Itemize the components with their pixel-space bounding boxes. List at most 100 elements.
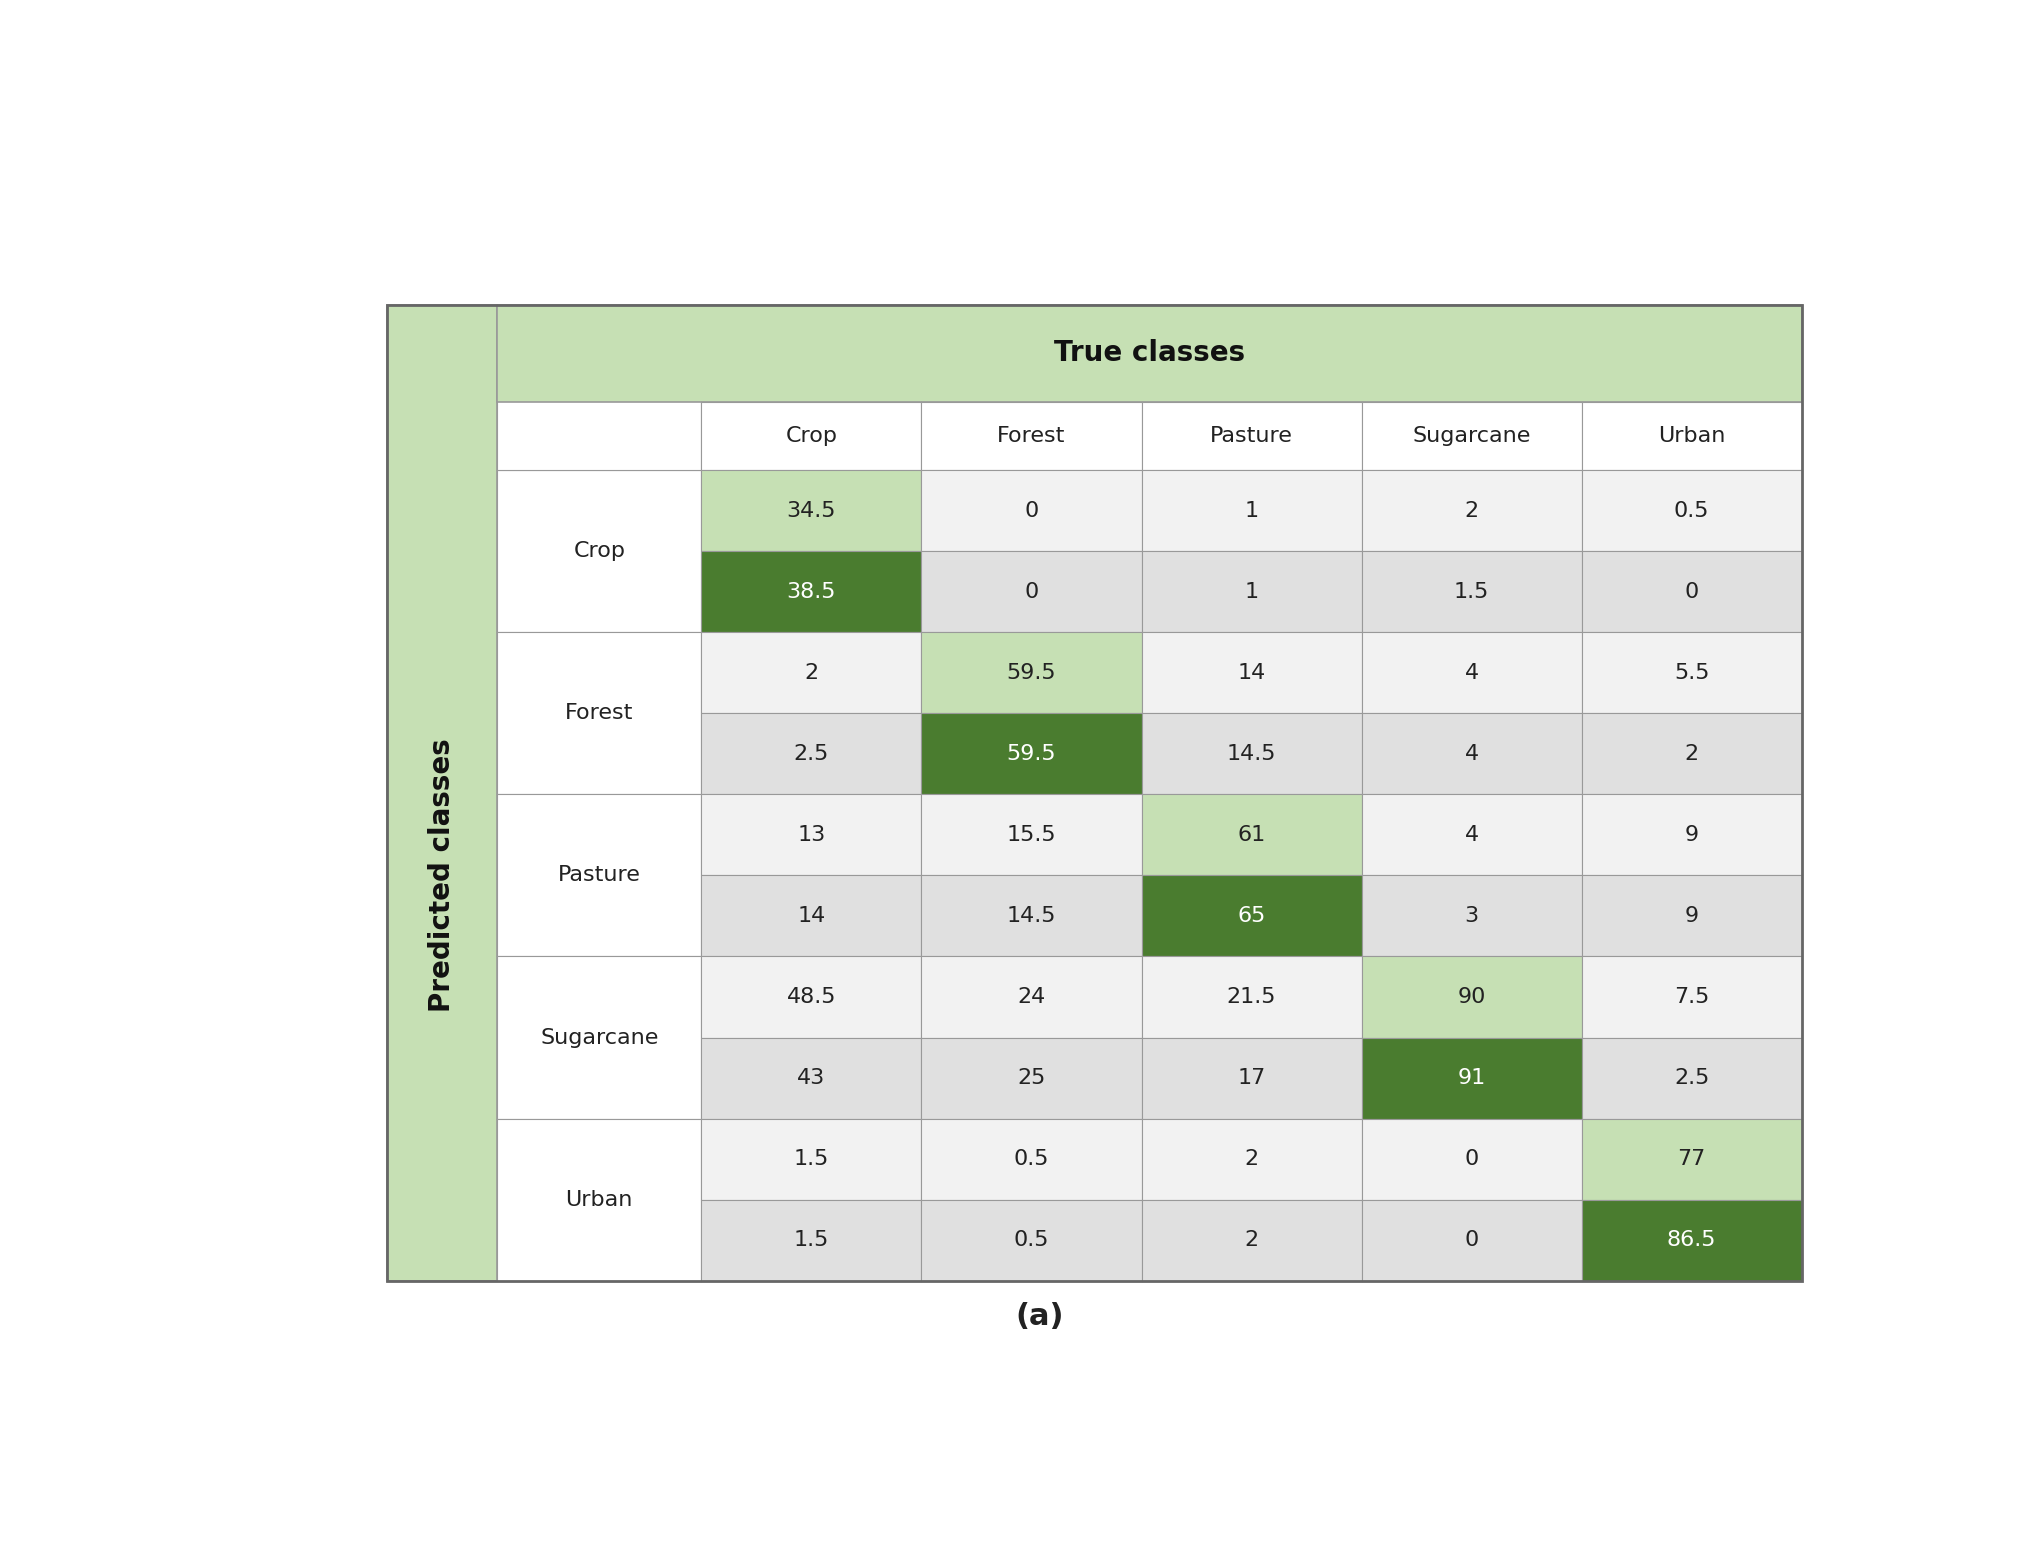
Bar <box>497 795 702 957</box>
Bar <box>1142 550 1361 632</box>
Text: Urban: Urban <box>566 1189 633 1209</box>
Bar <box>921 795 1142 875</box>
Text: 0.5: 0.5 <box>1014 1231 1048 1251</box>
Text: 9: 9 <box>1685 906 1699 926</box>
Bar <box>921 632 1142 713</box>
Text: 1: 1 <box>1245 581 1259 601</box>
Text: 43: 43 <box>797 1068 825 1088</box>
Text: Sugarcane: Sugarcane <box>539 1028 659 1048</box>
Bar <box>1142 795 1361 875</box>
Text: Pasture: Pasture <box>558 866 641 886</box>
Text: 2: 2 <box>1464 501 1478 521</box>
Bar <box>1361 795 1582 875</box>
Text: 90: 90 <box>1458 986 1487 1006</box>
Bar <box>1361 1119 1582 1200</box>
Bar <box>1582 402 1801 470</box>
Text: 65: 65 <box>1237 906 1265 926</box>
Text: 77: 77 <box>1677 1149 1706 1169</box>
Text: 2: 2 <box>1245 1149 1259 1169</box>
Text: 59.5: 59.5 <box>1006 744 1057 764</box>
Bar <box>1361 1200 1582 1280</box>
Text: 3: 3 <box>1464 906 1478 926</box>
Text: Crop: Crop <box>785 427 838 447</box>
Text: 34.5: 34.5 <box>787 501 836 521</box>
Text: 4: 4 <box>1464 744 1478 764</box>
Text: 0: 0 <box>1464 1231 1478 1251</box>
Text: 14: 14 <box>797 906 825 926</box>
Text: Forest: Forest <box>998 427 1065 447</box>
Bar <box>1361 875 1582 957</box>
Bar <box>1361 632 1582 713</box>
Bar <box>702 957 921 1037</box>
Bar <box>702 1119 921 1200</box>
Bar <box>702 875 921 957</box>
Text: 0: 0 <box>1685 581 1699 601</box>
Bar <box>921 550 1142 632</box>
Bar <box>497 305 702 470</box>
Text: 17: 17 <box>1237 1068 1265 1088</box>
Text: 4: 4 <box>1464 826 1478 844</box>
Bar <box>1142 713 1361 795</box>
Bar <box>702 1037 921 1119</box>
Text: 1.5: 1.5 <box>793 1149 829 1169</box>
Text: 14.5: 14.5 <box>1006 906 1057 926</box>
Bar <box>921 1200 1142 1280</box>
Bar <box>921 470 1142 550</box>
Bar <box>921 1037 1142 1119</box>
Bar <box>497 1119 702 1280</box>
Bar <box>1582 1037 1801 1119</box>
Text: 21.5: 21.5 <box>1227 986 1276 1006</box>
Text: 2.5: 2.5 <box>793 744 829 764</box>
Bar <box>1142 875 1361 957</box>
Bar <box>1582 470 1801 550</box>
Text: 2: 2 <box>1685 744 1699 764</box>
Text: 14.5: 14.5 <box>1227 744 1276 764</box>
Bar <box>387 305 497 1280</box>
Text: 0: 0 <box>1464 1149 1478 1169</box>
Bar <box>1582 875 1801 957</box>
Bar <box>702 632 921 713</box>
Bar <box>1582 1119 1801 1200</box>
Bar <box>921 875 1142 957</box>
Text: 2.5: 2.5 <box>1673 1068 1710 1088</box>
Bar <box>702 550 921 632</box>
Bar <box>1582 1200 1801 1280</box>
Bar <box>1142 1119 1361 1200</box>
Text: 1.5: 1.5 <box>793 1231 829 1251</box>
Text: Forest: Forest <box>566 703 633 724</box>
Text: 2: 2 <box>805 663 819 683</box>
Bar <box>1582 632 1801 713</box>
Bar <box>702 795 921 875</box>
Bar <box>1361 1037 1582 1119</box>
Text: 86.5: 86.5 <box>1667 1231 1716 1251</box>
Text: 48.5: 48.5 <box>787 986 836 1006</box>
Bar <box>1142 957 1361 1037</box>
Text: 25: 25 <box>1018 1068 1046 1088</box>
Bar <box>387 305 1801 1280</box>
Bar <box>921 713 1142 795</box>
Text: 59.5: 59.5 <box>1006 663 1057 683</box>
Text: 91: 91 <box>1458 1068 1487 1088</box>
Text: 13: 13 <box>797 826 825 844</box>
Text: True classes: True classes <box>1055 340 1245 368</box>
Bar <box>1361 470 1582 550</box>
Bar <box>1361 713 1582 795</box>
Text: 0: 0 <box>1024 501 1038 521</box>
Text: 24: 24 <box>1018 986 1046 1006</box>
Text: 14: 14 <box>1237 663 1265 683</box>
Text: (a): (a) <box>1016 1302 1063 1331</box>
Bar <box>702 402 921 470</box>
Text: 9: 9 <box>1685 826 1699 844</box>
Bar <box>497 305 1801 402</box>
Text: 1.5: 1.5 <box>1454 581 1489 601</box>
Text: Sugarcane: Sugarcane <box>1411 427 1531 447</box>
Bar <box>1582 795 1801 875</box>
Bar <box>1361 402 1582 470</box>
Text: 15.5: 15.5 <box>1006 826 1057 844</box>
Bar <box>497 632 702 795</box>
Bar <box>1142 1037 1361 1119</box>
Bar <box>497 957 702 1119</box>
Bar <box>921 1119 1142 1200</box>
Text: 4: 4 <box>1464 663 1478 683</box>
Text: 1: 1 <box>1245 501 1259 521</box>
